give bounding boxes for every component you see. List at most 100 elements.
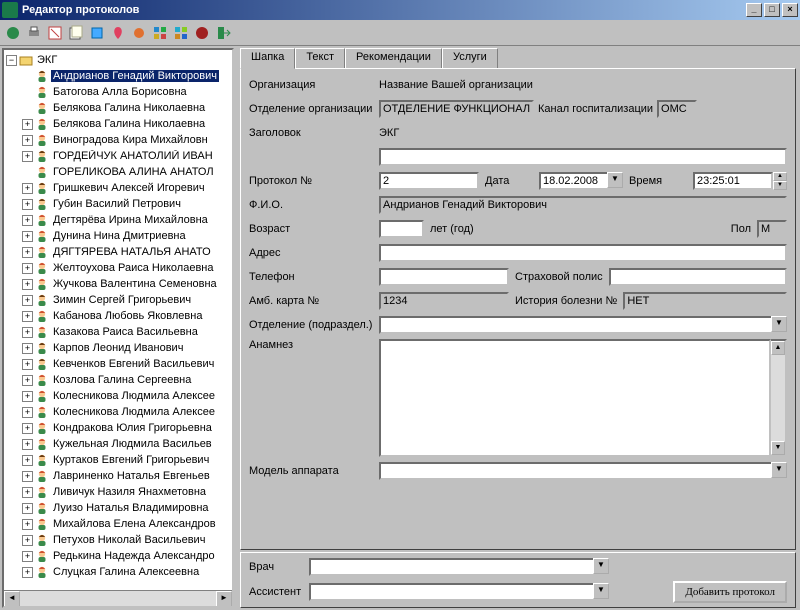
tree-item[interactable]: +ДЯГТЯРЕВА НАТАЛЬЯ АНАТО xyxy=(6,244,230,260)
patient-tree[interactable]: −ЭКГАндрианов Генадий ВикторовичБатогова… xyxy=(4,50,232,590)
assistant-combo[interactable]: ▼ xyxy=(309,583,609,601)
tree-item[interactable]: +Козлова Галина Сергеевна xyxy=(6,372,230,388)
expand-icon[interactable]: + xyxy=(22,471,33,482)
expand-icon[interactable]: + xyxy=(22,407,33,418)
subdiv-dropdown-icon[interactable]: ▼ xyxy=(771,316,787,332)
time-input[interactable] xyxy=(693,172,773,190)
tree-item[interactable]: +Луизо Наталья Владимировна xyxy=(6,500,230,516)
anamnesis-vscroll[interactable]: ▲▼ xyxy=(771,339,787,457)
hosp-channel-input[interactable] xyxy=(657,100,697,118)
device-combo[interactable]: ▼ xyxy=(379,462,787,480)
tree-item[interactable]: +Лавриненко Наталья Евгеньев xyxy=(6,468,230,484)
anamnesis-textarea[interactable] xyxy=(379,339,771,457)
expand-icon[interactable]: + xyxy=(22,119,33,130)
toolbar-print-icon[interactable] xyxy=(25,24,43,42)
expand-icon[interactable]: + xyxy=(22,455,33,466)
tree-hscrollbar[interactable]: ◄ ► xyxy=(4,590,232,606)
card-input[interactable] xyxy=(379,292,509,310)
tree-item[interactable]: +Казакова Раиса Васильевна xyxy=(6,324,230,340)
toolbar-btn-10[interactable] xyxy=(193,24,211,42)
expand-icon[interactable]: + xyxy=(22,423,33,434)
expand-icon[interactable]: + xyxy=(22,247,33,258)
device-input[interactable] xyxy=(379,462,771,480)
expand-icon[interactable]: + xyxy=(22,359,33,370)
toolbar-btn-9[interactable] xyxy=(172,24,190,42)
date-input[interactable] xyxy=(539,172,607,190)
age-input[interactable] xyxy=(379,220,424,238)
tree-item[interactable]: ГОРЕЛИКОВА АЛИНА АНАТОЛ xyxy=(6,164,230,180)
protocol-no-input[interactable] xyxy=(379,172,479,190)
toolbar-exit-icon[interactable] xyxy=(214,24,232,42)
fio-input[interactable] xyxy=(379,196,787,214)
expand-icon[interactable]: + xyxy=(22,231,33,242)
toolbar-btn-8[interactable] xyxy=(151,24,169,42)
toolbar-btn-3[interactable] xyxy=(46,24,64,42)
expand-icon[interactable]: + xyxy=(22,567,33,578)
expand-icon[interactable]: + xyxy=(22,391,33,402)
subdiv-input[interactable] xyxy=(379,316,771,334)
expand-icon[interactable]: + xyxy=(22,263,33,274)
tree-item[interactable]: +Кабанова Любовь Яковлевна xyxy=(6,308,230,324)
sex-input[interactable] xyxy=(757,220,787,238)
expand-icon[interactable]: + xyxy=(22,519,33,530)
tree-item[interactable]: +Петухов Николай Васильевич xyxy=(6,532,230,548)
expand-icon[interactable]: + xyxy=(22,199,33,210)
add-protocol-button[interactable]: Добавить протокол xyxy=(673,581,787,603)
tree-item[interactable]: +Куртаков Евгений Григорьевич xyxy=(6,452,230,468)
maximize-button[interactable]: □ xyxy=(764,3,780,17)
subdiv-combo[interactable]: ▼ xyxy=(379,316,787,334)
doctor-dropdown-icon[interactable]: ▼ xyxy=(593,558,609,574)
toolbar-btn-7[interactable] xyxy=(130,24,148,42)
dept-input[interactable] xyxy=(379,100,534,118)
close-button[interactable]: × xyxy=(782,3,798,17)
expand-icon[interactable]: + xyxy=(22,375,33,386)
tree-item[interactable]: +Белякова Галина Николаевна xyxy=(6,116,230,132)
tree-item[interactable]: +Гришкевич Алексей Игоревич xyxy=(6,180,230,196)
title-extra-input[interactable] xyxy=(379,148,787,166)
expand-icon[interactable]: + xyxy=(22,551,33,562)
tree-root[interactable]: −ЭКГ xyxy=(6,52,230,68)
tree-item[interactable]: Батогова Алла Борисовна xyxy=(6,84,230,100)
time-spinner[interactable]: ▲▼ xyxy=(773,172,787,190)
tree-item[interactable]: +Желтоухова Раиса Николаевна xyxy=(6,260,230,276)
tree-item[interactable]: +Зимин Сергей Григорьевич xyxy=(6,292,230,308)
tree-item[interactable]: Андрианов Генадий Викторович xyxy=(6,68,230,84)
expand-icon[interactable]: + xyxy=(22,279,33,290)
doctor-combo[interactable]: ▼ xyxy=(309,558,609,576)
tree-item[interactable]: +Колесникова Людмила Алексее xyxy=(6,404,230,420)
expand-icon[interactable]: + xyxy=(22,151,33,162)
expand-icon[interactable]: + xyxy=(22,215,33,226)
date-dropdown-icon[interactable]: ▼ xyxy=(607,172,623,188)
expand-icon[interactable]: + xyxy=(22,183,33,194)
tree-item[interactable]: +Колесникова Людмила Алексее xyxy=(6,388,230,404)
tab-0[interactable]: Шапка xyxy=(240,48,295,69)
tree-item[interactable]: +Кондракова Юлия Григорьевна xyxy=(6,420,230,436)
tree-item[interactable]: +Карпов Леонид Иванович xyxy=(6,340,230,356)
doctor-input[interactable] xyxy=(309,558,593,576)
phone-input[interactable] xyxy=(379,268,509,286)
tree-item[interactable]: +ГОРДЕЙЧУК АНАТОЛИЙ ИВАН xyxy=(6,148,230,164)
expand-icon[interactable]: + xyxy=(22,439,33,450)
tree-item[interactable]: +Михайлова Елена Александров xyxy=(6,516,230,532)
tree-item[interactable]: +Губин Василий Петрович xyxy=(6,196,230,212)
expand-icon[interactable]: + xyxy=(22,343,33,354)
insurance-input[interactable] xyxy=(609,268,787,286)
date-combo[interactable]: ▼ xyxy=(539,172,623,190)
assistant-input[interactable] xyxy=(309,583,593,601)
tree-item[interactable]: +Кевченков Евгений Васильевич xyxy=(6,356,230,372)
tree-item[interactable]: +Виноградова Кира Михайловн xyxy=(6,132,230,148)
expand-icon[interactable]: + xyxy=(22,327,33,338)
tree-item[interactable]: +Кужельная Людмила Васильев xyxy=(6,436,230,452)
toolbar-btn-6[interactable] xyxy=(109,24,127,42)
expand-icon[interactable]: + xyxy=(22,535,33,546)
tree-item[interactable]: +Жучкова Валентина Семеновна xyxy=(6,276,230,292)
collapse-icon[interactable]: − xyxy=(6,55,17,66)
expand-icon[interactable]: + xyxy=(22,503,33,514)
tab-3[interactable]: Услуги xyxy=(442,48,498,68)
tree-item[interactable]: +Ливичук Назиля Янахметовна xyxy=(6,484,230,500)
assistant-dropdown-icon[interactable]: ▼ xyxy=(593,583,609,599)
scroll-left-icon[interactable]: ◄ xyxy=(4,591,20,607)
expand-icon[interactable]: + xyxy=(22,135,33,146)
tree-item[interactable]: Белякова Галина Николаевна xyxy=(6,100,230,116)
tab-1[interactable]: Текст xyxy=(295,48,345,68)
